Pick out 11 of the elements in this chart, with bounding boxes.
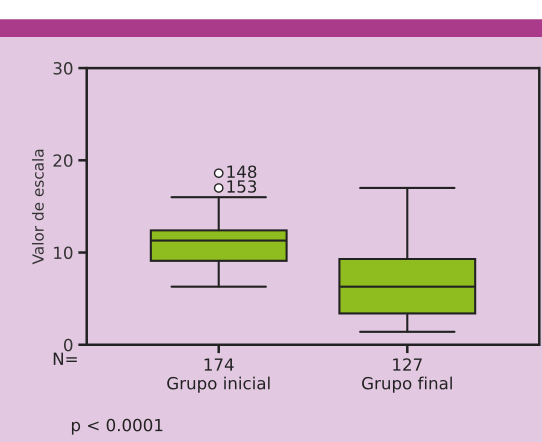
y-tick-label: 0	[64, 338, 72, 352]
y-tick-label: 20	[54, 154, 72, 167]
x-tick-label: 174 Grupo inicial	[167, 358, 270, 393]
y-axis-title: Valor de escala	[32, 150, 44, 264]
annotation: 148	[227, 165, 256, 178]
y-tick-label: 30	[54, 62, 72, 75]
y-tick-label: 10	[54, 246, 72, 260]
text: N=	[54, 352, 77, 365]
text: p < 0.0001	[72, 418, 162, 435]
annotation: 153	[227, 180, 256, 193]
x-tick-label: 127 Grupo final	[362, 358, 452, 393]
